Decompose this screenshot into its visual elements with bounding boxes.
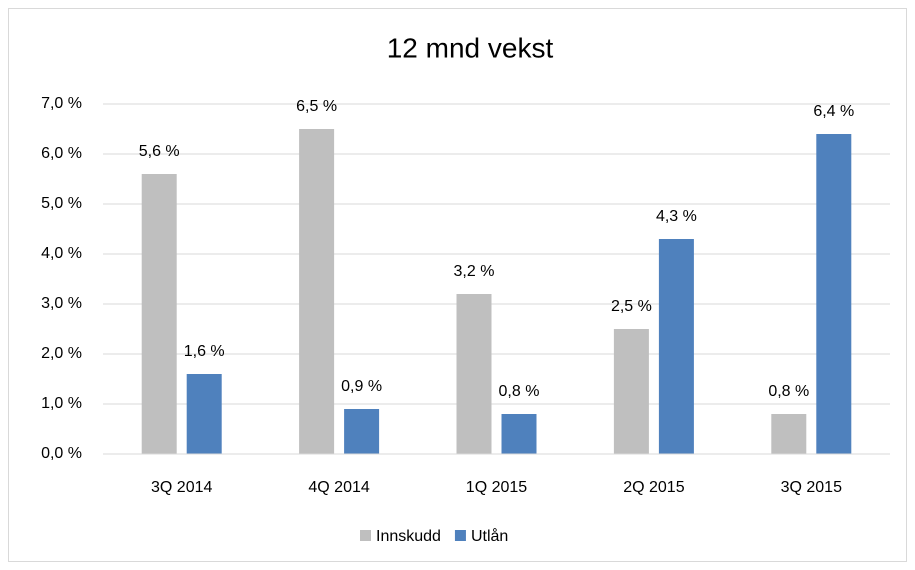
data-label: 3,2 % [454, 263, 495, 280]
x-tick-label: 3Q 2015 [781, 479, 842, 496]
x-tick-label: 4Q 2014 [308, 479, 369, 496]
bar [613, 329, 649, 454]
y-tick-label: 0,0 % [41, 445, 82, 462]
bar [186, 374, 222, 454]
legend-label: Innskudd [376, 528, 441, 545]
data-label: 6,5 % [296, 98, 337, 115]
y-tick-label: 3,0 % [41, 295, 82, 312]
y-tick-label: 5,0 % [41, 195, 82, 212]
legend-label: Utlån [471, 527, 508, 545]
x-tick-label: 1Q 2015 [466, 479, 527, 496]
x-tick-label: 3Q 2014 [151, 479, 212, 496]
data-label: 0,8 % [499, 383, 540, 400]
bar [658, 239, 694, 454]
bar [771, 414, 807, 454]
bar [344, 409, 380, 454]
y-tick-label: 2,0 % [41, 345, 82, 362]
data-label: 0,9 % [341, 378, 382, 395]
legend-swatch [360, 530, 371, 541]
x-tick-label: 2Q 2015 [623, 479, 684, 496]
bar [816, 134, 852, 454]
data-label: 0,8 % [768, 383, 809, 400]
legend-swatch [454, 530, 466, 541]
bar [299, 129, 335, 454]
bar [501, 414, 537, 454]
bar [141, 174, 177, 454]
data-label: 6,4 % [813, 103, 854, 120]
y-tick-label: 4,0 % [41, 245, 82, 262]
data-label: 4,3 % [656, 208, 697, 225]
y-tick-label: 6,0 % [41, 145, 82, 162]
chart-title: 12 mnd vekst [387, 32, 554, 63]
data-label: 1,6 % [184, 343, 225, 360]
bar [456, 294, 492, 454]
y-tick-label: 1,0 % [41, 395, 82, 412]
data-label: 5,6 % [139, 143, 180, 160]
data-label: 2,5 % [611, 298, 652, 315]
y-tick-label: 7,0 % [41, 95, 82, 112]
